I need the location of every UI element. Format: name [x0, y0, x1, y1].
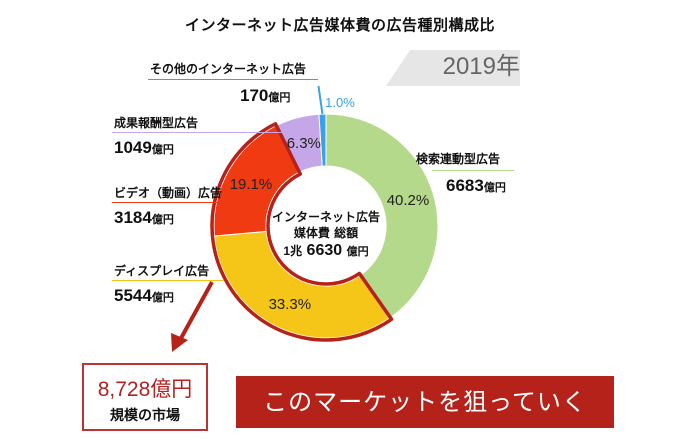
center-total-unit: 億円 [346, 246, 369, 258]
center-label-line1: インターネット広告 [271, 210, 380, 224]
amount-affiliate-unit: 億円 [151, 144, 174, 156]
label-search-ads: 検索連動型広告 [416, 152, 501, 166]
amount-display-num: 5544 [114, 286, 152, 305]
chart-title: インターネット広告媒体費の広告種別構成比 [184, 16, 495, 34]
target-market-banner: このマーケットを狙っていく [236, 376, 614, 428]
leader-line-affiliate [112, 132, 288, 133]
percent-label-3: 6.3% [287, 135, 321, 152]
market-size-box: 8,728億円 規模の市場 [82, 363, 208, 431]
center-label: インターネット広告 媒体費 総額 [246, 209, 406, 241]
amount-display-ads: 5544億円 [114, 286, 174, 306]
label-video-ads: ビデオ（動画）広告 [114, 186, 223, 200]
arrow-head-icon [171, 333, 188, 352]
amount-display-unit: 億円 [151, 292, 174, 304]
label-other-ads: その他のインターネット広告 [150, 62, 307, 76]
arrow-shaft [178, 281, 214, 341]
amount-other-num: 170 [240, 86, 269, 105]
amount-affiliate-ads: 1049億円 [114, 138, 174, 158]
leader-line-video [112, 202, 228, 203]
amount-other-unit: 億円 [268, 92, 291, 104]
amount-affiliate-num: 1049 [114, 138, 152, 157]
leader-line-small-slice [317, 85, 324, 115]
leader-line-display [112, 280, 224, 281]
label-display-ads: ディスプレイ広告 [114, 264, 210, 278]
market-size-amount: 8,728億円 [97, 378, 193, 401]
donut-slice-1 [213, 230, 392, 339]
label-affiliate-ads: 成果報酬型広告 [114, 116, 199, 130]
leader-line-search [432, 170, 514, 171]
percent-label-2: 19.1% [230, 176, 273, 193]
amount-video-unit: 億円 [151, 214, 174, 226]
amount-video-num: 3184 [114, 208, 152, 227]
amount-other-ads: 170億円 [240, 86, 290, 106]
amount-search-num: 6683 [446, 176, 484, 195]
percent-label-1: 33.3% [269, 296, 312, 313]
center-total: 1兆 6630 億円 [236, 242, 416, 260]
center-total-number: 6630 [306, 242, 343, 259]
year-badge-background [386, 50, 520, 86]
donut-slice-0 [325, 113, 439, 319]
percent-label-4: 1.0% [325, 95, 355, 110]
highlight-outline [210, 122, 394, 342]
donut-slice-4 [318, 113, 327, 167]
amount-search-ads: 6683億円 [446, 176, 506, 196]
leader-line-other [148, 79, 318, 80]
amount-search-unit: 億円 [483, 182, 506, 194]
center-total-prefix: 1兆 [283, 244, 303, 258]
year-badge: 2019年 [442, 53, 520, 80]
amount-video-ads: 3184億円 [114, 208, 174, 228]
market-size-caption: 規模の市場 [110, 408, 180, 424]
center-label-line2: 媒体費 総額 [293, 226, 359, 240]
percent-label-0: 40.2% [387, 192, 430, 209]
